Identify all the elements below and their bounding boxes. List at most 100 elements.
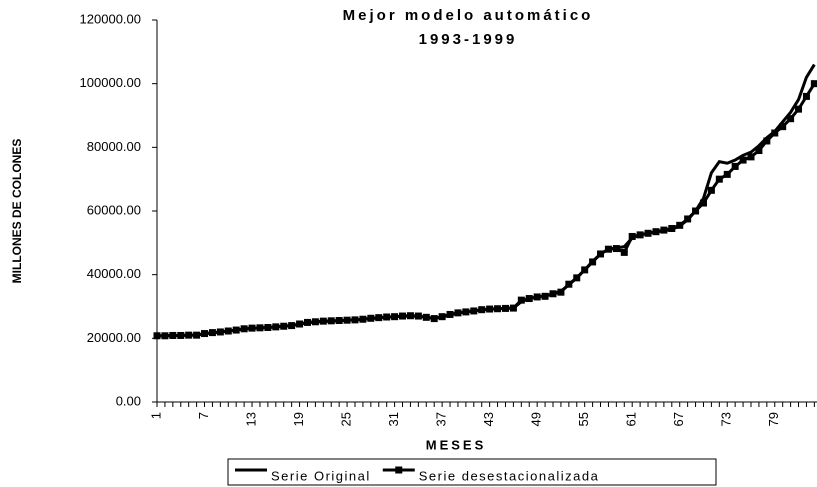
data-marker <box>201 330 209 338</box>
data-marker <box>359 315 367 323</box>
data-marker <box>399 312 407 320</box>
data-marker <box>676 221 684 229</box>
data-marker <box>549 290 557 298</box>
data-marker <box>771 129 779 137</box>
data-marker <box>224 327 232 335</box>
x-tick-label: 73 <box>719 412 734 426</box>
data-marker <box>248 324 256 332</box>
data-marker <box>383 313 391 321</box>
data-marker <box>422 313 430 321</box>
data-marker <box>755 147 763 155</box>
data-marker <box>193 331 201 339</box>
data-marker <box>232 326 240 334</box>
data-marker <box>478 306 486 314</box>
x-tick-label: 61 <box>624 412 639 426</box>
data-marker <box>288 322 296 330</box>
data-marker <box>509 304 517 312</box>
series-line <box>156 63 816 338</box>
data-marker <box>644 229 652 237</box>
data-marker <box>470 307 478 315</box>
data-marker <box>652 228 660 236</box>
series-line <box>157 82 816 338</box>
data-marker <box>272 323 280 331</box>
x-tick-label: 79 <box>766 412 781 426</box>
data-marker <box>462 308 470 316</box>
data-marker <box>327 317 335 325</box>
data-marker <box>494 305 502 313</box>
data-marker <box>446 310 454 318</box>
x-tick-label: 43 <box>481 412 496 426</box>
legend: Serie Original Serie desestacionalizada <box>227 458 717 486</box>
y-axis-label: MILLONES DE COLONES <box>10 139 24 284</box>
data-marker <box>177 331 185 339</box>
y-tick-label: 60000.00 <box>87 202 141 217</box>
x-tick-label: 49 <box>529 412 544 426</box>
data-marker <box>319 317 327 325</box>
data-marker <box>256 324 264 332</box>
x-tick-label: 7 <box>196 412 211 419</box>
data-marker <box>501 304 509 312</box>
x-axis-label: MESES <box>426 437 487 452</box>
data-marker <box>692 207 700 215</box>
data-marker <box>684 215 692 223</box>
data-marker <box>351 316 359 324</box>
data-marker <box>604 245 612 253</box>
data-marker <box>636 231 644 239</box>
data-marker <box>216 328 224 336</box>
data-marker <box>335 317 343 325</box>
legend-marker <box>395 466 403 474</box>
data-marker <box>280 322 288 330</box>
data-marker <box>581 266 589 274</box>
chart-subtitle: 1993-1999 <box>419 31 518 48</box>
data-marker <box>731 162 739 170</box>
data-marker <box>311 318 319 326</box>
data-marker <box>589 258 597 266</box>
data-marker <box>573 274 581 282</box>
data-marker <box>185 331 193 339</box>
data-marker <box>208 329 216 337</box>
data-marker <box>668 225 676 233</box>
data-marker <box>715 175 723 183</box>
data-marker <box>375 314 383 322</box>
x-tick-label: 31 <box>386 412 401 426</box>
data-marker <box>430 315 438 323</box>
data-marker <box>169 331 177 339</box>
data-marker <box>620 248 628 256</box>
data-marker <box>533 293 541 301</box>
data-marker <box>454 309 462 317</box>
data-marker <box>747 153 755 161</box>
x-tick-label: 13 <box>243 412 258 426</box>
data-marker <box>565 280 573 288</box>
data-marker <box>517 296 525 304</box>
data-marker <box>628 232 636 240</box>
data-marker <box>438 313 446 321</box>
x-tick-label: 67 <box>671 412 686 426</box>
y-tick-label: 0.00 <box>116 393 141 408</box>
data-marker <box>795 105 803 113</box>
data-marker <box>153 332 161 340</box>
data-marker <box>414 312 422 320</box>
data-marker <box>723 170 731 178</box>
data-marker <box>787 115 795 123</box>
data-marker <box>161 332 169 340</box>
x-tick-label: 19 <box>291 412 306 426</box>
y-tick-label: 40000.00 <box>87 266 141 281</box>
data-marker <box>739 156 747 164</box>
chart-title: Mejor modelo automático <box>343 7 594 24</box>
data-marker <box>296 320 304 328</box>
y-tick-label: 120000.00 <box>80 11 141 26</box>
data-marker <box>541 292 549 300</box>
data-marker <box>406 312 414 320</box>
x-tick-label: 37 <box>434 412 449 426</box>
data-marker <box>699 199 707 207</box>
data-marker <box>612 245 620 253</box>
legend-label: Serie Original <box>271 468 371 483</box>
data-marker <box>525 295 533 303</box>
x-tick-label: 55 <box>576 412 591 426</box>
data-marker <box>264 324 272 332</box>
data-marker <box>303 318 311 326</box>
y-tick-label: 100000.00 <box>80 75 141 90</box>
data-marker <box>597 250 605 258</box>
data-marker <box>367 314 375 322</box>
